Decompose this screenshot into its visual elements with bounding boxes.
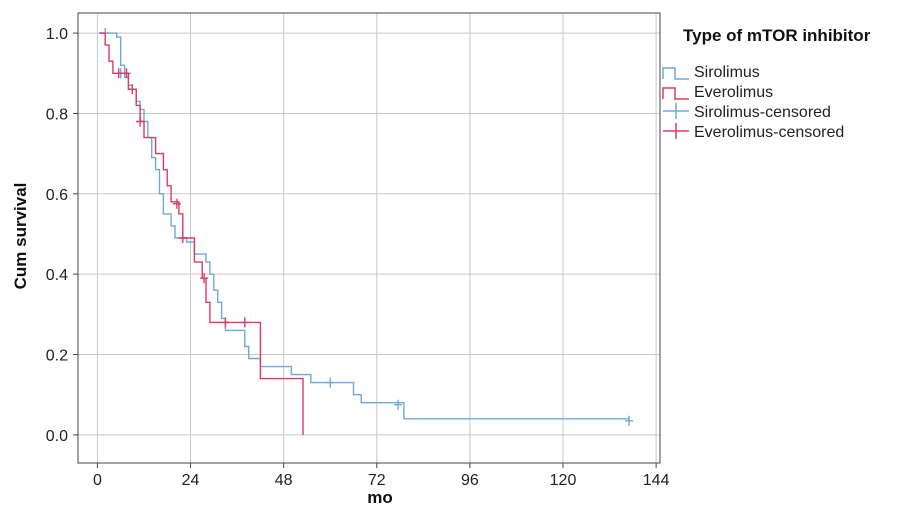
legend-swatch-everolimus-censored [663,123,689,139]
censor-mark-sirolimus [625,415,633,426]
legend-title: Type of mTOR inhibitor [683,26,871,45]
y-tick-label: 1.0 [46,26,68,43]
y-tick-label: 0.6 [46,187,68,204]
legend-swatch-sirolimus [662,67,689,80]
y-tick-label: 0.2 [46,348,68,365]
censor-mark-everolimus [178,233,187,243]
legend-item-everolimus-censored: Everolimus-censored [663,123,844,141]
censor-mark-sirolimus [394,399,403,410]
x-tick-label: 0 [93,472,102,489]
x-axis-title: mo [367,488,393,507]
censor-mark-everolimus [136,116,145,127]
legend-swatch-everolimus [662,87,689,100]
x-tick-label: 120 [550,472,577,489]
x-tick-label: 72 [368,472,386,489]
censor-mark-everolimus [128,84,137,95]
legend-label-sirolimus-censored: Sirolimus-censored [694,104,831,121]
censor-mark-everolimus [240,317,249,328]
legend-swatch-sirolimus-censored [663,103,689,119]
x-tick-label: 24 [182,472,200,489]
legend-label-sirolimus: Sirolimus [694,64,760,81]
censor-mark-everolimus [114,68,123,79]
legend-label-everolimus-censored: Everolimus-censored [694,124,844,141]
plot-frame [77,12,661,464]
x-tick-label: 144 [643,472,670,489]
censor-mark-everolimus [200,273,209,284]
legend: Type of mTOR inhibitor Sirolimus Everoli… [662,26,871,141]
legend-label-everolimus: Everolimus [694,84,773,101]
x-tick-label: 48 [275,472,293,489]
legend-item-sirolimus-censored: Sirolimus-censored [663,103,831,121]
censor-mark-everolimus [122,68,131,79]
legend-item-everolimus: Everolimus [662,84,773,101]
y-axis-title: Cum survival [11,183,30,290]
legend-item-sirolimus: Sirolimus [662,64,760,81]
plot-area: 0 24 48 72 96 120 144 0.0 0.2 0.4 0.6 0.8 1.0 [46,12,670,489]
x-tick-label: 96 [461,472,479,489]
plot-border [77,12,661,464]
censor-mark-everolimus [172,198,181,209]
y-tick-label: 0.0 [46,428,68,445]
censor-mark-sirolimus [326,377,335,388]
y-tick-label: 0.8 [46,106,68,123]
censor-mark-everolimus [221,317,230,328]
y-tick-label: 0.4 [46,267,68,284]
